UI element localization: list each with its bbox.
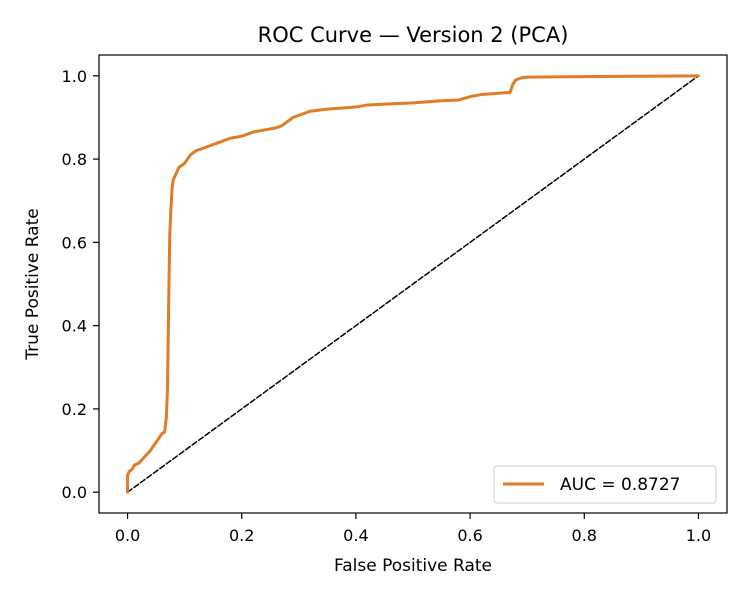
y-axis-label: True Positive Rate [23,208,43,360]
x-tick-label: 0.0 [115,526,140,545]
roc-curve-line [126,74,700,494]
chance-diagonal-line [126,75,700,493]
x-tick-label: 0.2 [229,526,254,545]
legend: AUC = 0.8727 [493,465,717,504]
x-tick-label: 0.4 [343,526,368,545]
y-tick-label: 0.8 [62,150,87,169]
x-axis: 0.0 0.2 0.4 0.6 0.8 1.0 [115,513,711,545]
y-tick-label: 0.0 [62,483,87,502]
series-layer [126,74,700,494]
legend-label: AUC = 0.8727 [560,475,680,495]
y-axis: 0.0 0.2 0.4 0.6 0.8 1.0 [62,67,99,502]
x-tick-label: 0.6 [457,526,482,545]
y-tick-label: 0.6 [62,233,87,252]
plot-frame [98,54,728,514]
y-tick-label: 0.4 [62,317,87,336]
y-tick-label: 1.0 [62,67,87,86]
legend-box [493,465,717,504]
x-axis-label: False Positive Rate [334,556,492,576]
x-tick-label: 1.0 [686,526,711,545]
y-tick-label: 0.2 [62,400,87,419]
chart-title: ROC Curve — Version 2 (PCA) [258,23,569,47]
x-tick-label: 0.8 [572,526,597,545]
